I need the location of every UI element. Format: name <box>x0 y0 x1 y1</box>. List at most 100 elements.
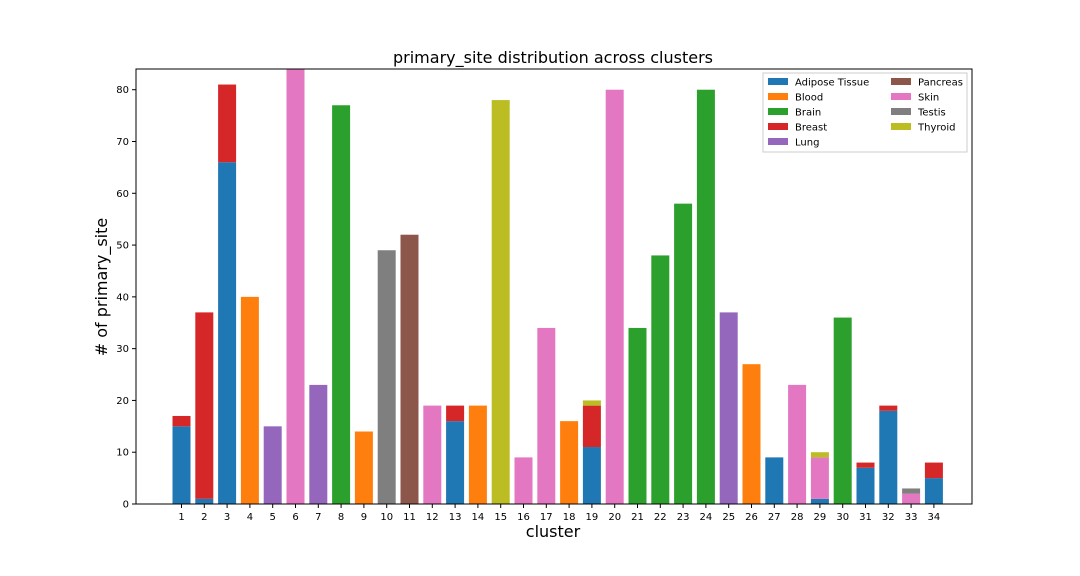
x-tick-label-13: 13 <box>449 512 462 523</box>
legend-label-8: Thyroid <box>917 123 956 134</box>
bar-segment-cluster-19-series-0 <box>582 447 601 504</box>
x-tick-label-3: 3 <box>224 512 230 523</box>
bar-segment-cluster-21-series-2 <box>628 327 647 504</box>
x-tick-label-29: 29 <box>814 512 827 523</box>
bar-segment-cluster-24-series-2 <box>696 89 715 504</box>
x-tick-label-24: 24 <box>700 512 713 523</box>
x-tick-label-27: 27 <box>768 512 781 523</box>
bar-segment-cluster-22-series-2 <box>651 255 670 504</box>
bar-segment-cluster-10-series-7 <box>377 250 396 504</box>
legend-swatch-0 <box>768 78 788 85</box>
bar-segment-cluster-28-series-6 <box>788 384 807 504</box>
x-tick-label-7: 7 <box>315 512 321 523</box>
x-tick-label-22: 22 <box>654 512 667 523</box>
bar-segment-cluster-32-series-3 <box>879 405 898 411</box>
bar-segment-cluster-5-series-4 <box>263 426 282 504</box>
bar-segment-cluster-33-series-6 <box>902 493 921 504</box>
bar-segment-cluster-19-series-3 <box>582 405 601 448</box>
y-tick-label-40: 40 <box>116 292 129 303</box>
legend-swatch-6 <box>891 93 911 100</box>
x-tick-label-17: 17 <box>540 512 553 523</box>
legend-label-7: Testis <box>917 108 946 119</box>
x-tick-label-16: 16 <box>517 512 530 523</box>
x-tick-label-12: 12 <box>426 512 439 523</box>
legend-label-6: Skin <box>918 93 939 104</box>
x-tick-label-9: 9 <box>361 512 367 523</box>
legend-label-5: Pancreas <box>918 78 963 89</box>
x-tick-label-1: 1 <box>178 512 184 523</box>
bar-segment-cluster-3-series-3 <box>218 84 237 163</box>
chart-title: primary_site distribution across cluster… <box>393 48 713 68</box>
bar-segment-cluster-15-series-8 <box>491 100 510 505</box>
x-axis: 1 2 3 4 5 6 7 8 9 10 11 12 13 14 15 16 17 18 19 20 21 22 23 24 2… <box>178 504 940 523</box>
y-tick-label-70: 70 <box>116 137 129 148</box>
legend-swatch-3 <box>768 123 788 130</box>
legend-frame <box>762 72 968 153</box>
x-tick-label-28: 28 <box>791 512 804 523</box>
y-tick-label-0: 0 <box>123 500 129 511</box>
bar-segment-cluster-31-series-0 <box>856 467 875 504</box>
x-tick-label-5: 5 <box>270 512 276 523</box>
bar-segment-cluster-18-series-1 <box>560 421 579 504</box>
legend-swatch-8 <box>891 123 911 130</box>
legend-swatch-2 <box>768 108 788 115</box>
x-tick-label-20: 20 <box>608 512 621 523</box>
bar-segment-cluster-34-series-0 <box>924 478 943 504</box>
x-tick-label-30: 30 <box>836 512 849 523</box>
legend-label-4: Lung <box>795 138 819 149</box>
bar-segment-cluster-6-series-6 <box>286 69 305 504</box>
legend-swatch-1 <box>768 93 788 100</box>
x-tick-label-33: 33 <box>905 512 918 523</box>
legend-label-2: Brain <box>795 108 821 119</box>
x-tick-label-14: 14 <box>472 512 485 523</box>
x-tick-label-11: 11 <box>403 512 416 523</box>
x-tick-label-4: 4 <box>247 512 253 523</box>
bar-segment-cluster-2-series-0 <box>195 498 214 504</box>
bar-segment-cluster-33-series-7 <box>902 488 921 494</box>
legend-label-1: Blood <box>795 93 823 104</box>
y-tick-label-30: 30 <box>116 344 129 355</box>
x-tick-label-8: 8 <box>338 512 344 523</box>
x-tick-label-19: 19 <box>586 512 599 523</box>
bar-segment-cluster-27-series-0 <box>765 457 784 504</box>
y-tick-label-50: 50 <box>116 241 129 252</box>
x-tick-label-25: 25 <box>722 512 735 523</box>
bar-segment-cluster-3-series-0 <box>218 162 237 504</box>
plot-frame <box>135 68 973 505</box>
bar-segment-cluster-19-series-8 <box>582 400 601 406</box>
bar-segment-cluster-8-series-2 <box>332 105 351 504</box>
bar-segment-cluster-2-series-3 <box>195 312 214 499</box>
bars <box>172 69 943 505</box>
x-tick-label-34: 34 <box>928 512 941 523</box>
bar-segment-cluster-32-series-0 <box>879 410 898 504</box>
bar-segment-cluster-30-series-2 <box>833 317 852 504</box>
bar-segment-cluster-23-series-2 <box>674 203 693 504</box>
bar-segment-cluster-1-series-3 <box>172 415 191 427</box>
x-tick-label-31: 31 <box>859 512 872 523</box>
x-tick-label-15: 15 <box>494 512 507 523</box>
bar-segment-cluster-34-series-3 <box>924 462 943 479</box>
bar-segment-cluster-17-series-6 <box>537 327 556 504</box>
y-axis-label: # of primary_site <box>92 218 112 357</box>
legend: Adipose Tissue Blood Brain Breast Lung Pancre… <box>762 72 968 153</box>
bar-segment-cluster-14-series-1 <box>468 405 487 504</box>
legend-swatch-7 <box>891 108 911 115</box>
bar-segment-cluster-13-series-3 <box>446 405 465 422</box>
y-tick-label-80: 80 <box>116 85 129 96</box>
x-tick-label-6: 6 <box>292 512 298 523</box>
bar-segment-cluster-12-series-6 <box>423 405 442 504</box>
bar-segment-cluster-1-series-0 <box>172 426 191 504</box>
y-tick-label-20: 20 <box>116 396 129 407</box>
x-tick-label-23: 23 <box>677 512 690 523</box>
bar-segment-cluster-7-series-4 <box>309 384 328 504</box>
bar-segment-cluster-4-series-1 <box>240 296 259 504</box>
bar-segment-cluster-29-series-6 <box>810 457 829 499</box>
x-tick-label-26: 26 <box>745 512 758 523</box>
legend-label-3: Breast <box>795 123 827 134</box>
x-tick-label-18: 18 <box>563 512 576 523</box>
legend-swatch-5 <box>891 78 911 85</box>
x-tick-label-21: 21 <box>631 512 644 523</box>
x-tick-label-10: 10 <box>380 512 393 523</box>
legend-label-0: Adipose Tissue <box>795 78 869 89</box>
